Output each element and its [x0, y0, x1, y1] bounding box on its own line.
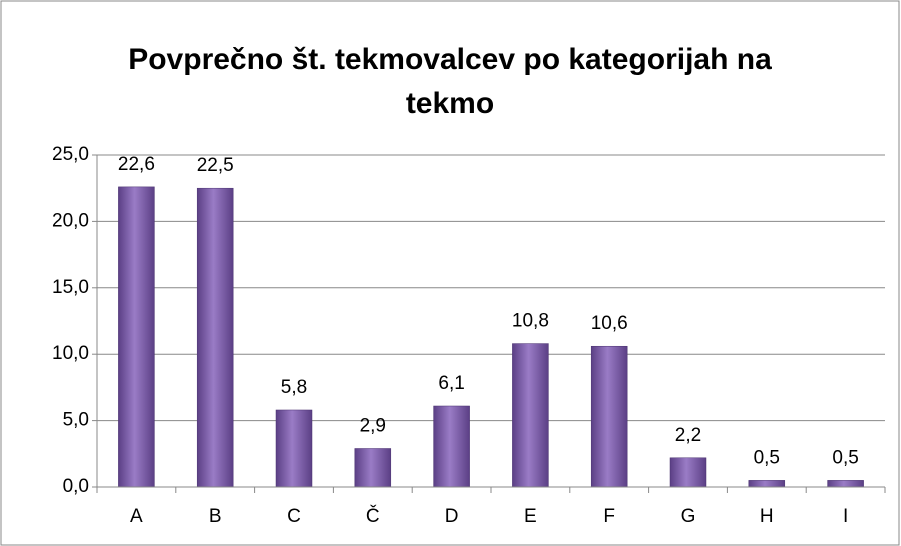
x-tick-label: Č [366, 505, 380, 527]
y-tick-label: 15,0 [52, 277, 89, 298]
bar [354, 448, 392, 488]
data-label: 2,2 [675, 425, 701, 446]
data-label: 2,9 [360, 416, 386, 437]
bar [196, 187, 234, 488]
x-tick-label: H [760, 506, 774, 527]
data-label: 10,6 [591, 313, 628, 334]
y-tick-label: 0,0 [63, 476, 89, 497]
x-tick-label: F [603, 506, 615, 527]
data-label: 22,6 [118, 154, 155, 175]
bar [118, 186, 155, 488]
data-label: 0,5 [754, 447, 780, 468]
bar [512, 343, 549, 488]
y-tick-label: 20,0 [52, 210, 89, 231]
data-label: 22,5 [197, 155, 234, 176]
bar [748, 480, 786, 488]
bar [669, 457, 707, 488]
y-tick-label: 25,0 [52, 144, 89, 165]
x-tick-label: G [681, 506, 696, 527]
x-tick-label: A [130, 506, 143, 527]
bar [590, 345, 628, 488]
y-tick-label: 5,0 [63, 410, 89, 431]
data-label: 5,8 [281, 377, 307, 398]
x-tick-label: B [209, 506, 222, 527]
data-label: 10,8 [512, 311, 549, 332]
bar [275, 409, 313, 488]
data-label: 6,1 [438, 373, 464, 394]
x-tick-label: E [524, 506, 537, 527]
bar [433, 405, 470, 488]
x-tick-label: I [843, 506, 848, 527]
bar [827, 480, 864, 488]
data-label: 0,5 [832, 447, 858, 468]
x-tick-label: C [287, 506, 301, 527]
chart-title: Povprečno št. tekmovalcev po kategorijah… [128, 43, 772, 120]
x-tick-label: D [445, 506, 459, 527]
y-tick-label: 10,0 [52, 343, 89, 364]
